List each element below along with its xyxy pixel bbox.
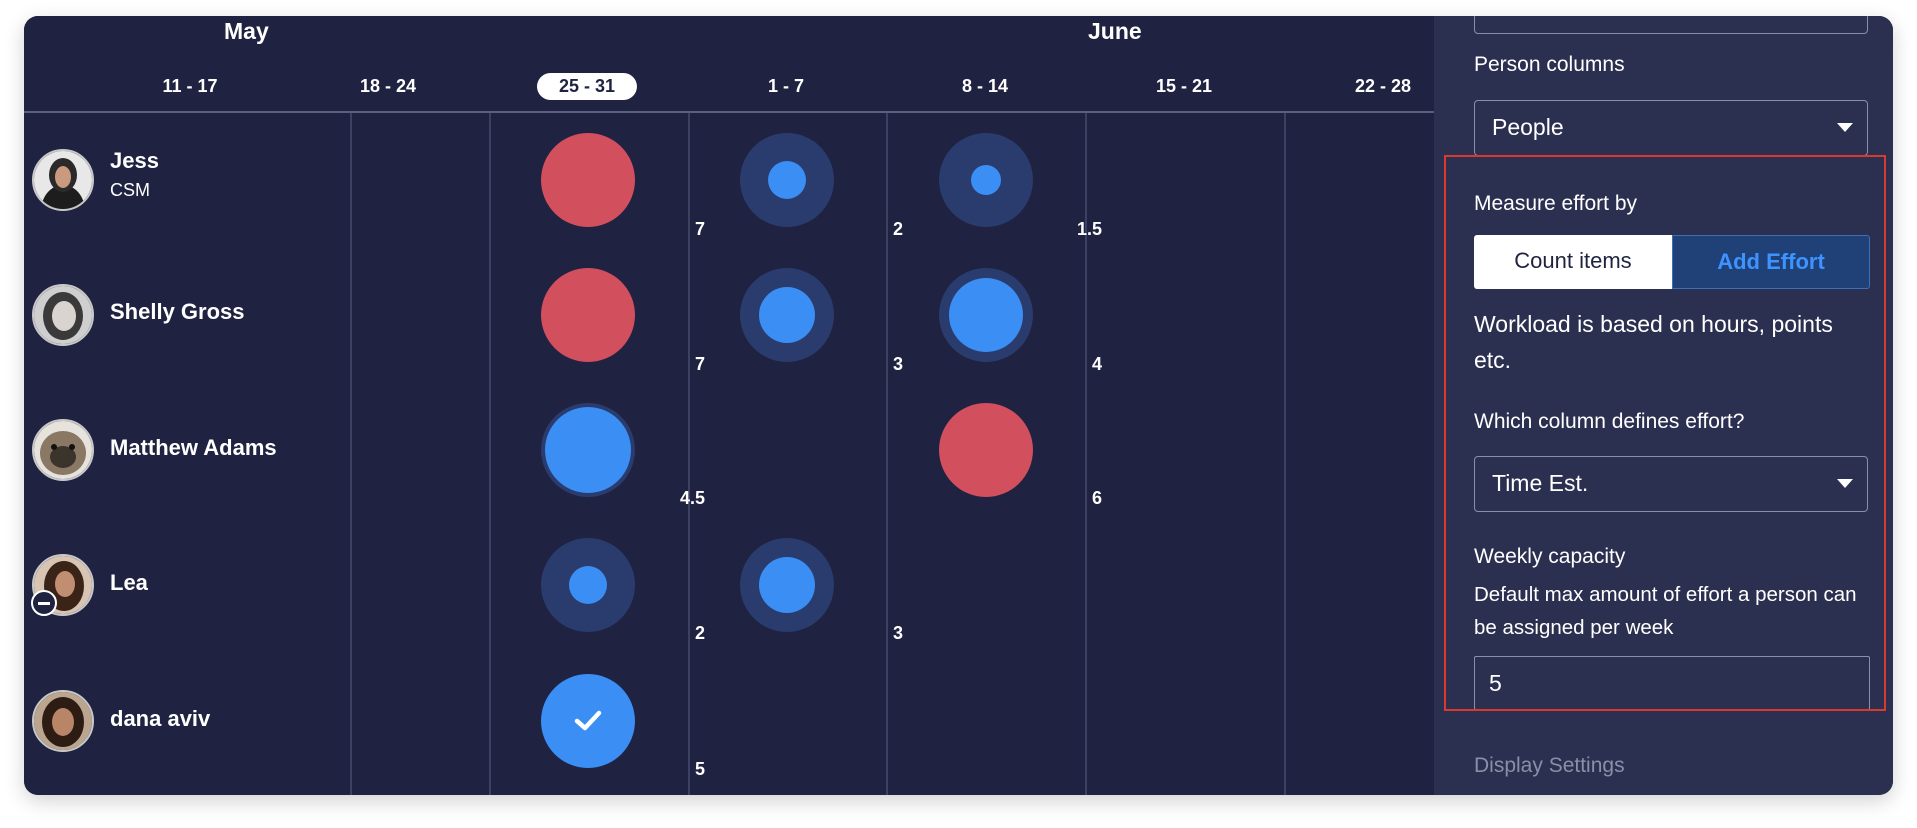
- effort-bubble-over-capacity[interactable]: [541, 268, 635, 362]
- settings-panel: Person columns People Measure effort by …: [1434, 16, 1893, 795]
- display-settings-header[interactable]: Display Settings: [1474, 754, 1625, 777]
- week-label: 11 - 17: [162, 76, 218, 96]
- workload-description: Workload is based on hours, points etc.: [1474, 311, 1833, 373]
- effort-value: 4.5: [679, 488, 705, 508]
- effort-fill: [759, 557, 815, 613]
- person-columns-label: Person columns: [1474, 53, 1625, 76]
- effort-value: 6: [1091, 488, 1102, 508]
- effort-column-value: Time Est.: [1492, 470, 1589, 496]
- week-label: 15 - 21: [1155, 76, 1213, 96]
- effort-bubble[interactable]: [740, 133, 834, 227]
- avatar-lea[interactable]: [31, 554, 94, 616]
- effort-bubble-full[interactable]: [541, 674, 635, 768]
- avatar-dana-aviv[interactable]: [32, 690, 94, 752]
- avatar-jess[interactable]: [32, 149, 94, 211]
- checkmark-icon: [574, 710, 602, 731]
- person-role: CSM: [110, 180, 150, 200]
- chevron-down-icon: [1837, 479, 1853, 488]
- column-divider: [1284, 113, 1286, 795]
- week-label: 1 - 7: [767, 76, 805, 96]
- week-label: 18 - 24: [359, 76, 417, 96]
- top-dropdown-partial[interactable]: [1474, 16, 1868, 34]
- person-columns-dropdown[interactable]: People: [1474, 100, 1868, 156]
- effort-bubble[interactable]: [541, 403, 635, 497]
- effort-value: 2: [694, 623, 705, 643]
- header-divider: [24, 111, 1434, 113]
- effort-bubble[interactable]: [939, 268, 1033, 362]
- avatar-matthew-adams[interactable]: [32, 419, 94, 481]
- effort-fill: [759, 287, 815, 343]
- person-name[interactable]: Shelly Gross: [110, 299, 245, 324]
- column-divider: [489, 113, 491, 795]
- effort-fill: [569, 566, 607, 604]
- effort-fill: [971, 165, 1001, 195]
- effort-bubble-over-capacity[interactable]: [939, 403, 1033, 497]
- person-columns-value: People: [1492, 114, 1564, 140]
- column-divider: [688, 113, 690, 795]
- weekly-capacity-description: Default max amount of effort a person ca…: [1474, 583, 1857, 639]
- effort-bubble-over-capacity[interactable]: [541, 133, 635, 227]
- current-week-label: 25 - 31: [536, 73, 638, 100]
- effort-bubble[interactable]: [740, 268, 834, 362]
- effort-bubble[interactable]: [541, 538, 635, 632]
- effort-value: 7: [694, 219, 705, 239]
- column-divider: [886, 113, 888, 795]
- avatar-image: [32, 284, 94, 346]
- effort-value: 3: [892, 623, 903, 643]
- effort-value: 3: [892, 354, 903, 374]
- effort-fill: [545, 407, 631, 493]
- effort-value: 5: [694, 759, 705, 779]
- effort-value: 1.5: [1076, 219, 1102, 239]
- person-name[interactable]: Lea: [110, 570, 148, 595]
- effort-column-label: Which column defines effort?: [1474, 410, 1745, 433]
- effort-value: 2: [892, 219, 903, 239]
- avatar-image: [32, 690, 94, 752]
- person-name[interactable]: Matthew Adams: [110, 435, 277, 460]
- effort-value: 4: [1091, 354, 1102, 374]
- weekly-capacity-label: Weekly capacity: [1474, 545, 1626, 568]
- column-divider: [350, 113, 352, 795]
- minus-circle-icon: [31, 590, 57, 616]
- avatar-image: [32, 419, 94, 481]
- effort-fill: [768, 161, 806, 199]
- effort-column-dropdown[interactable]: Time Est.: [1474, 456, 1868, 512]
- count-items-button[interactable]: Count items: [1474, 235, 1672, 289]
- person-name[interactable]: dana aviv: [110, 706, 211, 731]
- effort-fill: [949, 278, 1023, 352]
- week-label: 8 - 14: [961, 76, 1009, 96]
- measure-effort-label: Measure effort by: [1474, 192, 1638, 215]
- chevron-down-icon: [1837, 123, 1853, 132]
- month-label-may: May: [224, 18, 269, 44]
- month-label-june: June: [1088, 18, 1142, 44]
- effort-value: 7: [694, 354, 705, 374]
- effort-bubble[interactable]: [740, 538, 834, 632]
- week-label: 22 - 28: [1354, 76, 1412, 96]
- avatar-shelly-gross[interactable]: [32, 284, 94, 346]
- column-divider: [1085, 113, 1087, 795]
- weekly-capacity-input[interactable]: 5: [1474, 656, 1870, 710]
- add-effort-button[interactable]: Add Effort: [1672, 235, 1870, 289]
- effort-bubble[interactable]: [939, 133, 1033, 227]
- workload-grid: May June 11 - 17 18 - 24 25 - 31 1 - 7 8…: [24, 16, 1434, 795]
- workload-view: May June 11 - 17 18 - 24 25 - 31 1 - 7 8…: [24, 16, 1893, 795]
- person-name[interactable]: Jess: [110, 148, 159, 173]
- avatar-image: [32, 149, 94, 211]
